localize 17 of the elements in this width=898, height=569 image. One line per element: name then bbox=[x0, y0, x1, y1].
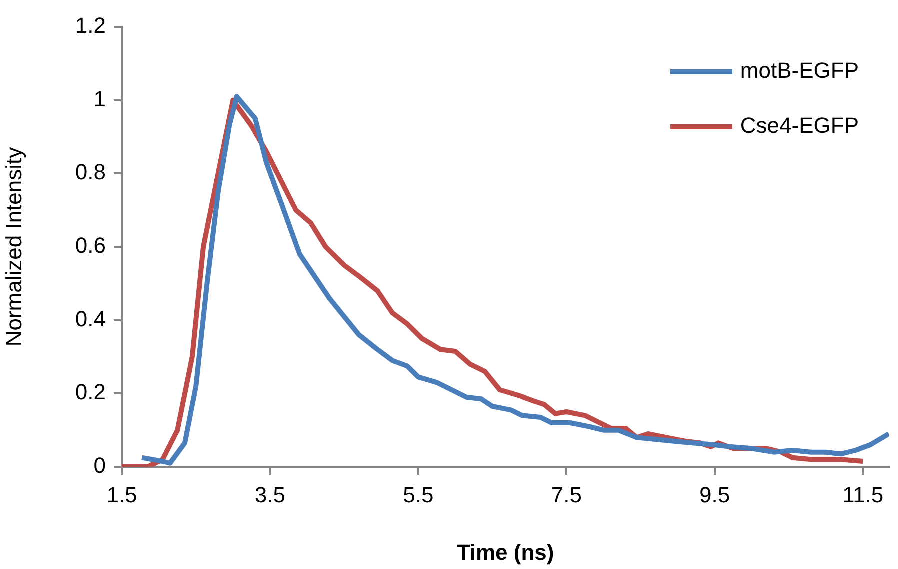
y-tick-label: 0.2 bbox=[75, 380, 106, 405]
legend-label: Cse4-EGFP bbox=[740, 113, 860, 138]
x-tick-label: 7.5 bbox=[551, 482, 582, 508]
y-tick-label: 0.6 bbox=[75, 233, 106, 258]
y-tick-label: 0.4 bbox=[75, 306, 106, 332]
y-tick-label: 1 bbox=[94, 86, 106, 112]
y-axis-title: Normalized Intensity bbox=[1, 147, 26, 347]
x-tick-label: 11.5 bbox=[842, 482, 884, 508]
y-tick-label: 1.2 bbox=[75, 13, 106, 38]
y-tick-label: 0 bbox=[94, 453, 106, 478]
x-axis-title: Time (ns) bbox=[456, 540, 554, 565]
legend-label: motB-EGFP bbox=[740, 58, 859, 84]
x-tick-label: 3.5 bbox=[254, 482, 286, 508]
x-tick-label: 9.5 bbox=[700, 482, 730, 508]
y-tick-label: 0.8 bbox=[75, 160, 106, 185]
x-tick-label: 5.5 bbox=[403, 482, 434, 508]
x-tick-label: 1.5 bbox=[106, 482, 138, 508]
